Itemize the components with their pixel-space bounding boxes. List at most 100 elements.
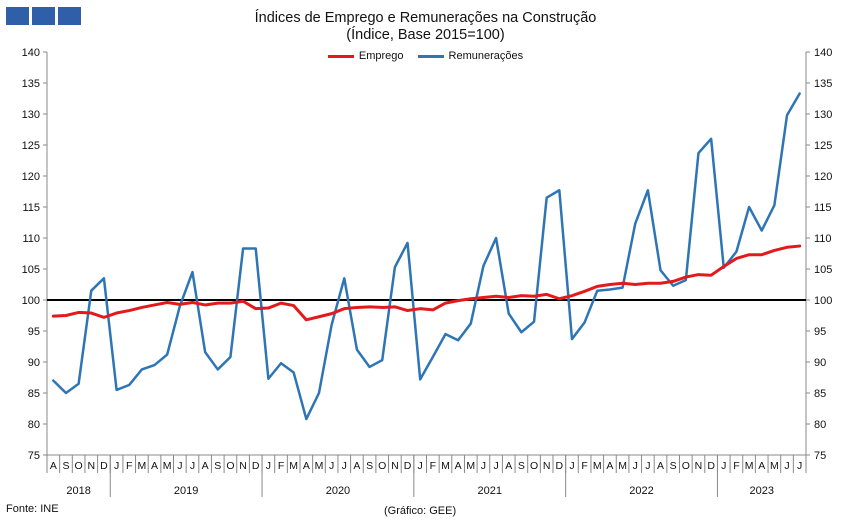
x-tick-label: S	[366, 460, 373, 472]
x-tick-label: J	[645, 460, 650, 472]
y-tick-label-left: 110	[22, 233, 40, 245]
logo-block-2	[32, 7, 55, 25]
x-tick-label: D	[404, 460, 412, 472]
series-line-emprego	[51, 244, 802, 322]
x-tick-label: N	[239, 460, 247, 472]
y-tick-label-left: 105	[22, 264, 40, 276]
source-note: Fonte: INE	[6, 503, 59, 515]
y-tick-label-left: 85	[28, 388, 40, 400]
x-tick-label: M	[745, 460, 754, 472]
y-tick-label-right: 110	[814, 233, 832, 245]
y-tick-label-right: 80	[814, 419, 826, 431]
x-tick-label: O	[226, 460, 234, 472]
series-line-remuneracoes	[52, 92, 801, 421]
year-label: 2023	[749, 485, 773, 497]
x-tick-label: J	[190, 460, 195, 472]
year-label: 2021	[478, 485, 502, 497]
x-tick-label: J	[797, 460, 802, 472]
x-tick-label: J	[721, 460, 726, 472]
x-tick-label: A	[151, 460, 158, 472]
x-tick-label: A	[353, 460, 360, 472]
x-tick-label: D	[707, 460, 715, 472]
x-tick-label: M	[315, 460, 324, 472]
x-tick-label: A	[606, 460, 613, 472]
x-tick-label: J	[493, 460, 498, 472]
legend-label-remuneracoes: Remunerações	[448, 50, 524, 62]
y-tick-label-left: 135	[22, 78, 40, 90]
x-tick-label: J	[633, 460, 638, 472]
x-tick-label: J	[177, 460, 182, 472]
year-label: 2018	[66, 485, 90, 497]
year-label: 2022	[629, 485, 653, 497]
chart-legend: Emprego Remunerações	[0, 50, 851, 62]
x-tick-label: S	[670, 460, 677, 472]
x-tick-label: A	[303, 460, 310, 472]
x-tick-label: M	[466, 460, 475, 472]
x-tick-label: M	[441, 460, 450, 472]
legend-swatch-remuneracoes	[417, 54, 444, 58]
x-tick-label: A	[202, 460, 209, 472]
legend-item-remuneracoes: Remunerações	[417, 50, 524, 62]
x-tick-label: N	[543, 460, 551, 472]
y-tick-label-right: 75	[814, 450, 826, 462]
y-tick-label-right: 95	[814, 326, 826, 338]
y-tick-label-right: 120	[814, 171, 832, 183]
year-label: 2020	[326, 485, 350, 497]
y-tick-label-right: 100	[814, 295, 832, 307]
x-tick-label: J	[418, 460, 423, 472]
chart-subtitle: (Índice, Base 2015=100)	[346, 27, 505, 43]
y-tick-label-left: 140	[22, 47, 40, 59]
y-tick-label-left: 100	[22, 295, 40, 307]
y-tick-label-right: 90	[814, 357, 826, 369]
y-tick-label-left: 120	[22, 171, 40, 183]
legend-label-emprego: Emprego	[358, 50, 404, 62]
y-tick-label-right: 105	[814, 264, 832, 276]
y-tick-label-right: 135	[814, 78, 832, 90]
y-tick-label-left: 115	[22, 202, 40, 214]
x-tick-label: J	[481, 460, 486, 472]
x-tick-label: J	[342, 460, 347, 472]
x-tick-label: M	[770, 460, 779, 472]
x-tick-label: F	[126, 460, 132, 472]
x-tick-label: J	[114, 460, 119, 472]
legend-item-emprego: Emprego	[327, 50, 404, 62]
credit-note: (Gráfico: GEE)	[384, 505, 457, 517]
x-tick-label: J	[266, 460, 271, 472]
x-tick-label: A	[50, 460, 57, 472]
x-tick-label: M	[593, 460, 602, 472]
chart-title: Índices de Emprego e Remunerações na Con…	[254, 10, 597, 26]
x-tick-label: A	[657, 460, 664, 472]
x-tick-label: S	[62, 460, 69, 472]
y-tick-label-right: 130	[814, 109, 832, 121]
y-tick-label-left: 130	[22, 109, 40, 121]
year-label: 2019	[174, 485, 198, 497]
y-tick-label-right: 115	[814, 202, 832, 214]
x-tick-label: O	[75, 460, 83, 472]
x-tick-label: D	[100, 460, 108, 472]
logo-block-3	[58, 7, 81, 25]
x-tick-label: N	[87, 460, 95, 472]
y-tick-label-left: 95	[28, 326, 40, 338]
x-tick-label: M	[138, 460, 147, 472]
x-tick-label: N	[695, 460, 703, 472]
y-tick-label-left: 90	[28, 357, 40, 369]
x-tick-label: D	[556, 460, 564, 472]
x-tick-label: J	[784, 460, 789, 472]
y-tick-label-left: 75	[28, 450, 40, 462]
x-tick-label: J	[329, 460, 334, 472]
y-tick-label-right: 125	[814, 140, 832, 152]
logo	[6, 7, 81, 25]
x-tick-label: F	[581, 460, 587, 472]
x-tick-label: F	[430, 460, 436, 472]
x-tick-label: S	[214, 460, 221, 472]
x-tick-label: A	[758, 460, 765, 472]
y-tick-label-left: 125	[22, 140, 40, 152]
y-tick-label-right: 85	[814, 388, 826, 400]
x-tick-label: D	[252, 460, 260, 472]
chart-title-block: Índices de Emprego e Remunerações na Con…	[0, 10, 851, 44]
x-tick-label: M	[289, 460, 298, 472]
y-tick-label-left: 80	[28, 419, 40, 431]
x-tick-label: M	[618, 460, 627, 472]
x-tick-label: M	[163, 460, 172, 472]
